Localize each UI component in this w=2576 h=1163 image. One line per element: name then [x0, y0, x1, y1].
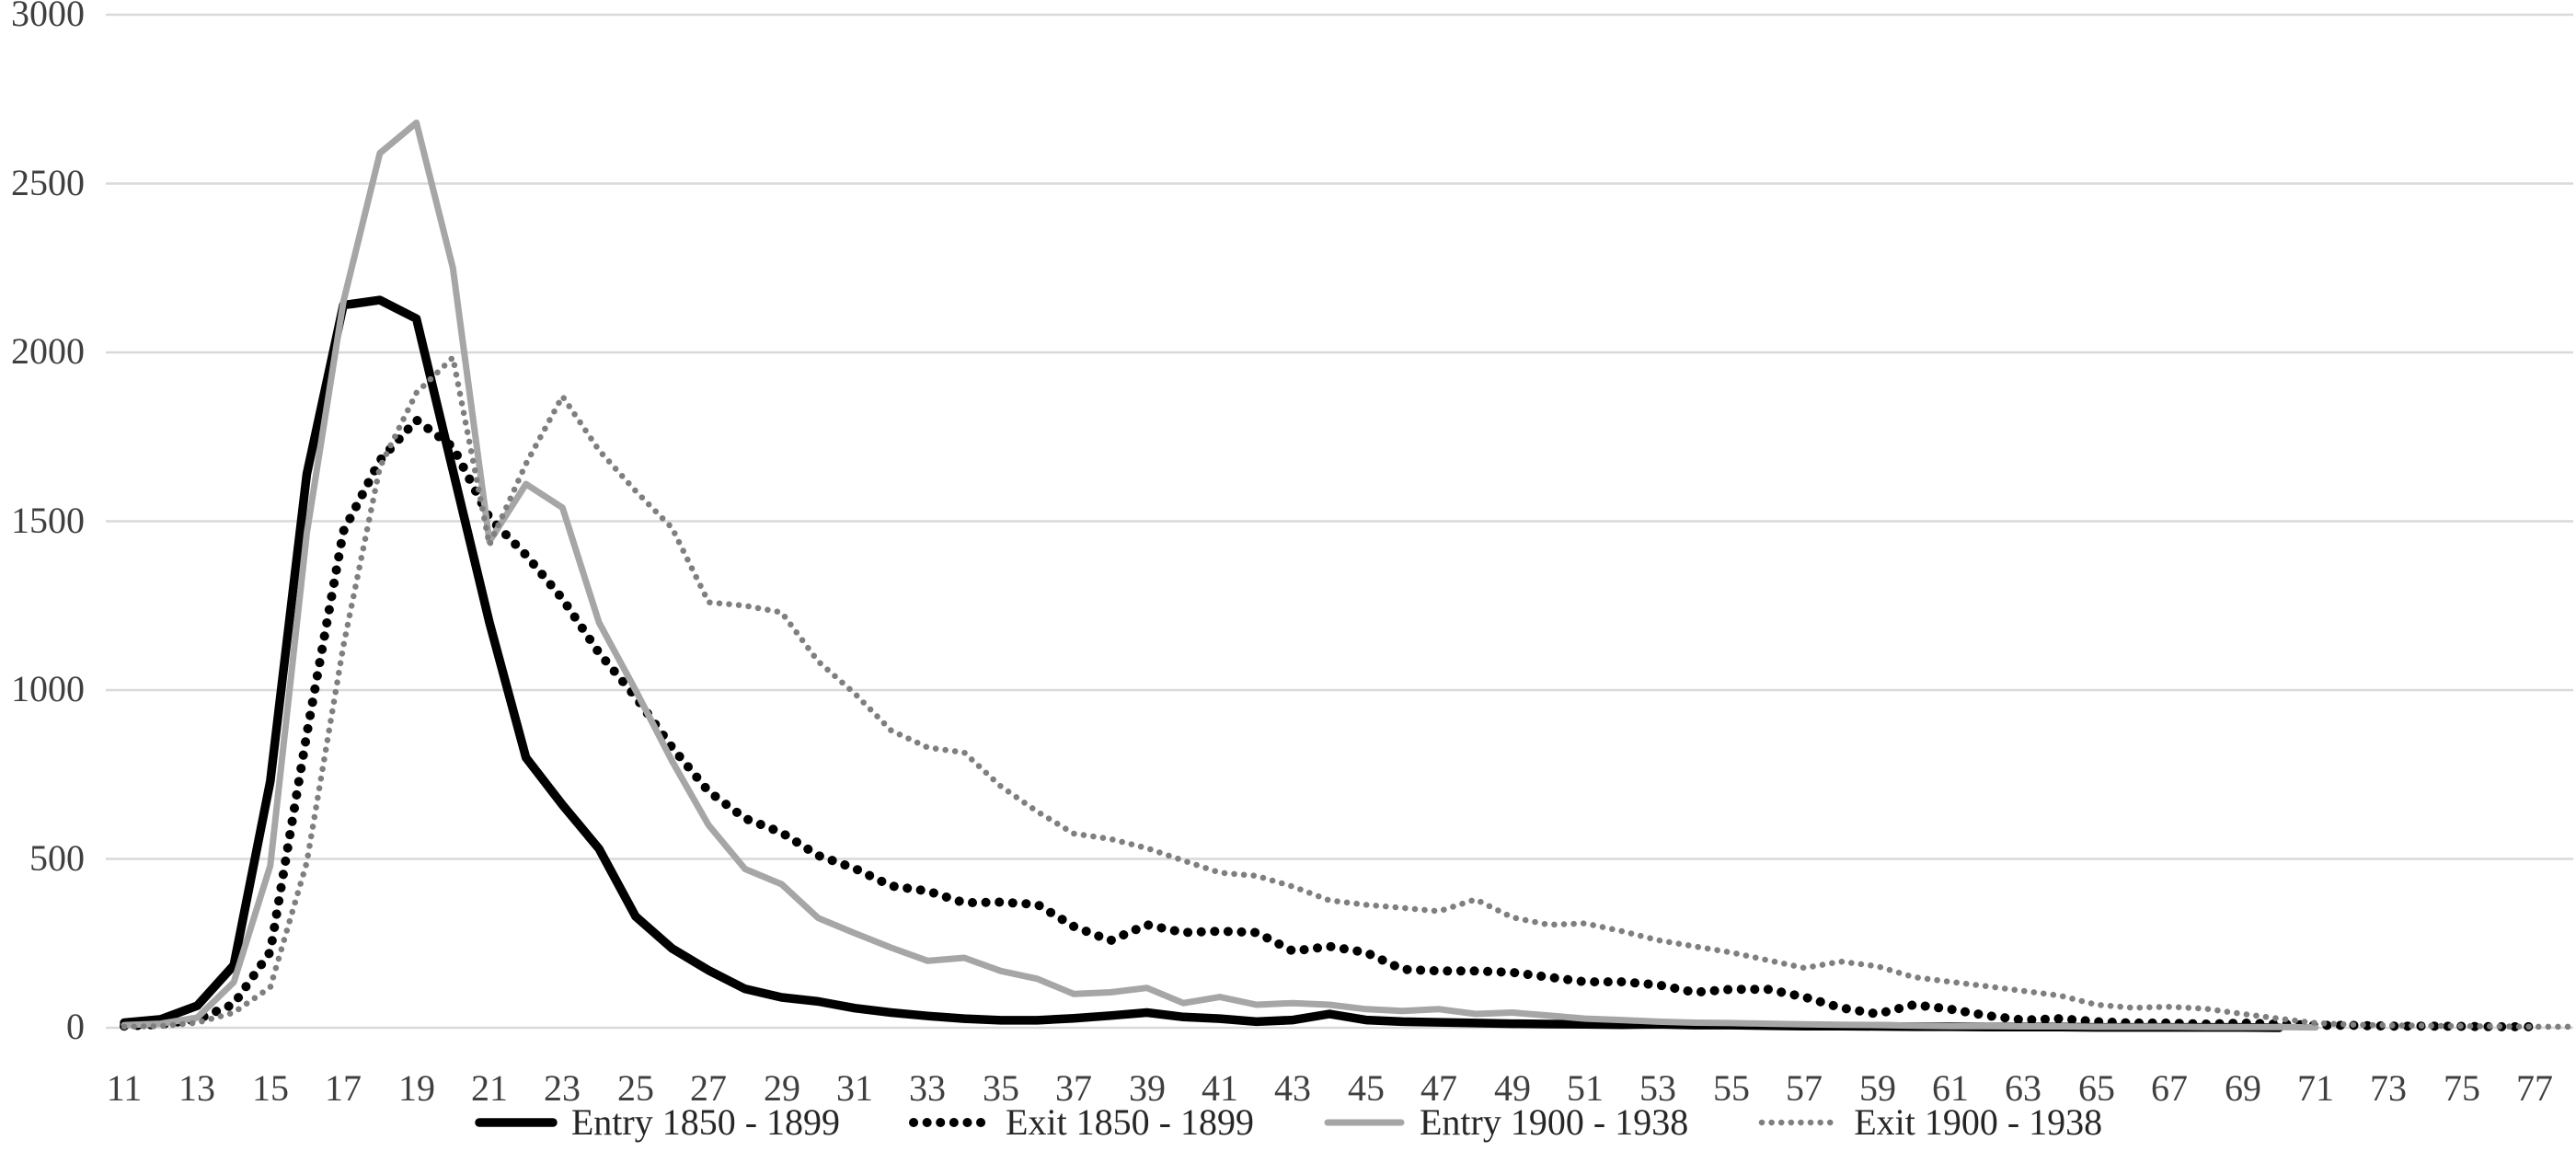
- x-axis-tick-label: 67: [2151, 1067, 2188, 1109]
- x-axis-tick-label: 45: [1348, 1067, 1385, 1109]
- x-axis-tick-label: 77: [2516, 1067, 2553, 1109]
- y-axis-tick-label: 500: [29, 837, 85, 879]
- x-axis-tick-label: 21: [471, 1067, 508, 1109]
- x-axis-tick-label: 27: [690, 1067, 727, 1109]
- series-line-1: [120, 413, 2540, 1031]
- legend-swatch-dotted-icon: [909, 1118, 993, 1127]
- legend-item-1: Exit 1850 - 1899: [908, 1102, 1254, 1143]
- x-axis-tick-label: 13: [178, 1067, 215, 1109]
- x-axis-tick-label: 35: [983, 1067, 1019, 1109]
- x-axis-tick-label: 11: [106, 1067, 143, 1109]
- x-axis-tick-label: 15: [252, 1067, 289, 1109]
- series-line-3: [121, 351, 2575, 1031]
- legend-item-0: Entry 1850 - 1899: [474, 1102, 840, 1143]
- legend-label: Exit 1850 - 1899: [1006, 1101, 1254, 1143]
- x-axis-tick-label: 63: [2005, 1067, 2041, 1109]
- y-axis-tick-label: 3000: [11, 0, 85, 34]
- x-axis-tick-label: 17: [325, 1067, 362, 1109]
- x-axis-tick-label: 25: [617, 1067, 654, 1109]
- x-axis-tick-label: 57: [1786, 1067, 1823, 1109]
- x-axis-tick-label: 71: [2297, 1067, 2334, 1109]
- x-axis-tick-label: 55: [1713, 1067, 1750, 1109]
- legend-item-3: Exit 1900 - 1938: [1756, 1102, 2102, 1143]
- x-axis-tick-label: 37: [1055, 1067, 1092, 1109]
- x-axis-tick-label: 59: [1859, 1067, 1896, 1109]
- x-axis-tick-label: 19: [398, 1067, 435, 1109]
- series-line-0: [120, 295, 2284, 1032]
- x-axis-tick-label: 39: [1129, 1067, 1166, 1109]
- x-axis-tick-label: 47: [1420, 1067, 1457, 1109]
- y-axis-tick-label: 2500: [11, 162, 85, 203]
- x-axis-tick-label: 33: [909, 1067, 946, 1109]
- legend-item-2: Entry 1900 - 1938: [1322, 1102, 1688, 1143]
- x-axis-tick-label: 43: [1274, 1067, 1311, 1109]
- x-axis-tick-label: 75: [2444, 1067, 2480, 1109]
- x-axis-tick-label: 23: [544, 1067, 581, 1109]
- x-axis-tick-label: 49: [1494, 1067, 1531, 1109]
- y-axis-tick-label: 1000: [11, 668, 85, 709]
- x-axis-tick-label: 73: [2370, 1067, 2407, 1109]
- series-line-2: [121, 119, 2319, 1031]
- x-axis-tick-label: 69: [2225, 1067, 2261, 1109]
- x-axis-tick-label: 31: [836, 1067, 873, 1109]
- x-axis-tick-label: 51: [1567, 1067, 1604, 1109]
- y-axis-tick-label: 2000: [11, 330, 85, 372]
- x-axis-tick-label: 61: [1932, 1067, 1969, 1109]
- legend-label: Entry 1900 - 1938: [1420, 1101, 1689, 1143]
- x-axis-tick-label: 41: [1202, 1067, 1238, 1109]
- legend-label: Entry 1850 - 1899: [570, 1101, 841, 1143]
- legend: Entry 1850 - 1899 Exit 1850 - 1899 Entry 1…: [0, 1102, 2576, 1143]
- legend-swatch-solid-icon: [1324, 1119, 1405, 1126]
- legend-swatch-solid-icon: [475, 1118, 558, 1127]
- x-axis-tick-label: 29: [764, 1067, 800, 1109]
- gridlines: [106, 13, 2573, 1030]
- legend-swatch-dotted-icon: [1758, 1119, 1839, 1126]
- y-axis-tick-label: 1500: [11, 500, 85, 541]
- legend-label: Exit 1900 - 1938: [1854, 1101, 2103, 1143]
- y-axis-tick-label: 0: [66, 1006, 85, 1047]
- x-axis-tick-label: 65: [2078, 1067, 2115, 1109]
- x-axis-tick-label: 53: [1639, 1067, 1676, 1109]
